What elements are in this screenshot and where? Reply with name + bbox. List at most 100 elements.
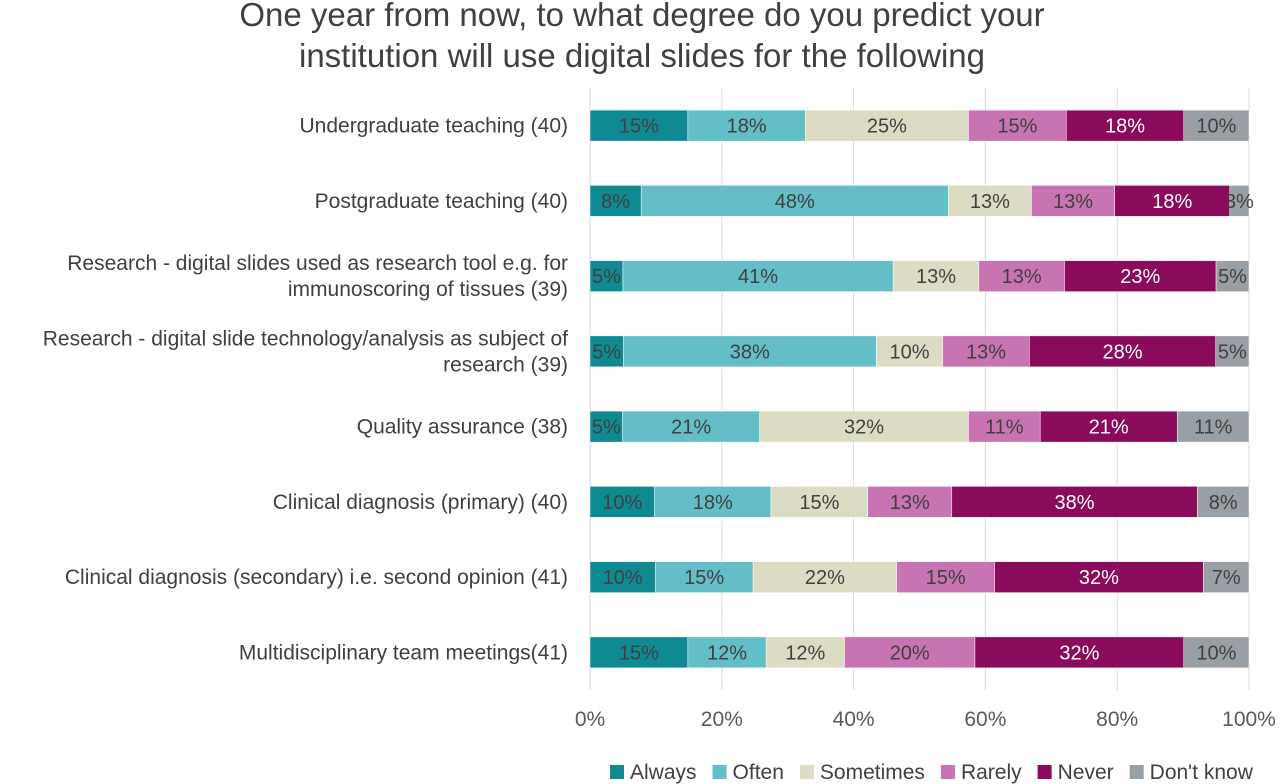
- data-label: 13%: [890, 492, 930, 514]
- legend-swatch: [610, 765, 624, 779]
- data-label: 18%: [1152, 191, 1192, 213]
- category-label: Research - digital slides used as resear…: [67, 252, 568, 275]
- chart-title-line-1: One year from now, to what degree do you…: [239, 0, 1044, 33]
- bar-segment: [1183, 109, 1250, 142]
- category-label: Undergraduate teaching (40): [299, 115, 568, 138]
- legend-label: Often: [733, 761, 784, 784]
- x-tick-label: 0%: [575, 708, 605, 731]
- bar-segment: [951, 486, 1198, 518]
- data-label: 13%: [1053, 191, 1093, 213]
- data-label: 5%: [592, 266, 621, 288]
- legend-label: Sometimes: [820, 761, 925, 784]
- bar-segment: [994, 561, 1204, 593]
- data-label: 41%: [738, 266, 778, 288]
- bar-segment: [1031, 185, 1115, 217]
- legend-swatch: [940, 765, 955, 779]
- bar-segment: [968, 109, 1067, 142]
- data-label: 18%: [1105, 116, 1145, 138]
- legend: Always Often Sometimes Rarely Never Don't kno…: [610, 761, 1254, 784]
- bar-segment: [1066, 109, 1185, 142]
- bar-segment: [765, 636, 845, 669]
- bar-segment: [752, 561, 897, 593]
- bar-segment: [1114, 185, 1231, 217]
- bar-segment: [1203, 561, 1250, 593]
- data-label: 38%: [730, 341, 770, 363]
- data-label: 13%: [1002, 266, 1042, 288]
- data-label: 15%: [997, 116, 1037, 138]
- category-labels: Undergraduate teaching (40) Postgraduate …: [43, 115, 568, 665]
- bar-segment: [589, 486, 655, 518]
- data-label: 11%: [985, 417, 1024, 439]
- bar-segment: [589, 636, 689, 669]
- bar-segment: [1197, 486, 1250, 518]
- x-axis-ticks: 0% 20% 40% 60% 80% 100%: [575, 708, 1276, 731]
- legend-label: Don't know: [1150, 761, 1254, 784]
- bar-segment: [1215, 335, 1250, 368]
- legend-label: Never: [1058, 761, 1114, 784]
- data-label: 12%: [707, 642, 747, 664]
- data-label: 23%: [1120, 266, 1160, 288]
- data-label: 48%: [775, 191, 815, 213]
- bar-segment: [589, 185, 642, 217]
- x-tick-label: 80%: [1096, 708, 1138, 731]
- data-label: 13%: [916, 266, 956, 288]
- data-label: 32%: [1079, 567, 1119, 589]
- legend-swatch: [1129, 765, 1144, 779]
- data-label: 7%: [1212, 567, 1241, 589]
- bar-segment: [974, 636, 1185, 669]
- gridlines: [589, 88, 1250, 690]
- category-label: Multidisciplinary team meetings(41): [239, 641, 568, 664]
- category-label: Research - digital slide technology/anal…: [43, 327, 568, 350]
- x-tick-label: 20%: [701, 708, 743, 731]
- bar-segment: [867, 486, 953, 518]
- x-tick-label: 40%: [833, 708, 875, 731]
- chart-title-line-2: institution will use digital slides for …: [299, 37, 985, 74]
- data-label: 11%: [1194, 417, 1233, 439]
- data-label: 28%: [1103, 341, 1143, 363]
- legend-label: Rarely: [961, 761, 1022, 784]
- bar-segment: [589, 410, 623, 443]
- bar-segment: [844, 636, 976, 669]
- bar-segment: [622, 410, 760, 443]
- data-label: 15%: [799, 492, 839, 514]
- bar-segment: [948, 185, 1032, 217]
- data-label: 10%: [889, 341, 929, 363]
- data-label: 21%: [1089, 417, 1129, 439]
- legend-swatch: [799, 765, 814, 779]
- category-label: research (39): [443, 353, 568, 376]
- bar-segment: [589, 335, 624, 368]
- data-label: 22%: [805, 567, 845, 589]
- bar-segment: [805, 109, 969, 142]
- data-label: 10%: [1196, 642, 1236, 664]
- data-label: 38%: [1055, 492, 1095, 514]
- data-label: 10%: [603, 567, 643, 589]
- bar-segment: [1229, 185, 1250, 217]
- bar-segment: [1176, 410, 1250, 443]
- data-label: 20%: [890, 642, 930, 664]
- data-label: 5%: [592, 417, 621, 439]
- data-label: 10%: [1196, 116, 1236, 138]
- bar-segment: [589, 109, 689, 142]
- data-label: 15%: [926, 567, 966, 589]
- data-label: 32%: [1059, 642, 1099, 664]
- bar-segment: [1215, 260, 1250, 292]
- data-label: 3%: [1225, 191, 1254, 213]
- bar-segments: [589, 109, 1250, 669]
- x-tick-label: 60%: [964, 708, 1006, 731]
- data-label: 8%: [601, 191, 630, 213]
- bar-segment: [968, 410, 1041, 443]
- data-label: 25%: [867, 116, 907, 138]
- bar-segment: [978, 260, 1065, 292]
- legend-swatch: [712, 765, 727, 779]
- legend-label: Always: [630, 761, 697, 784]
- data-label: 32%: [844, 417, 884, 439]
- category-label: immunoscoring of tissues (39): [288, 278, 568, 301]
- data-label: 5%: [592, 341, 621, 363]
- bar-segment: [1183, 636, 1250, 669]
- bar-segment: [1064, 260, 1217, 292]
- bar-segment: [942, 335, 1030, 368]
- bar-segment: [622, 260, 894, 292]
- bar-segment: [1039, 410, 1178, 443]
- data-label: 13%: [966, 341, 1006, 363]
